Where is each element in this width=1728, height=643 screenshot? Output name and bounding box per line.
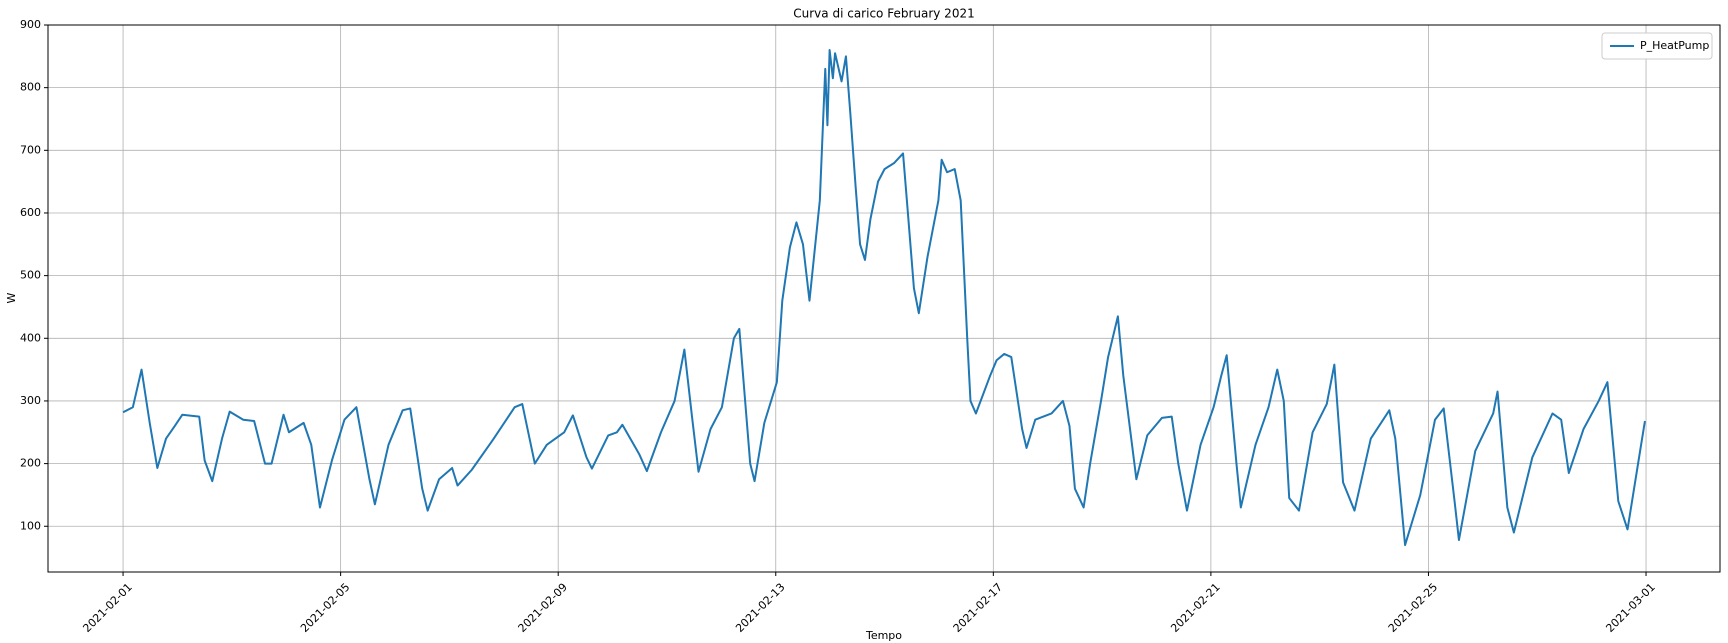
x-tick-label: 2021-02-17 [951,581,1005,635]
y-tick-label: 200 [20,457,41,470]
x-tick-label: 2021-02-13 [733,581,787,635]
x-tick-label: 2021-02-21 [1168,581,1222,635]
legend-box [1601,32,1713,60]
y-tick-label: 100 [20,519,41,532]
x-axis-label: Tempo [865,629,902,642]
y-tick-label: 900 [20,18,41,31]
plot-frame [47,24,1721,573]
x-tick-label: 2021-03-01 [1603,581,1657,635]
y-tick-label: 700 [20,143,41,156]
data-line [122,49,1646,547]
x-tick-label: 2021-02-05 [298,581,352,635]
y-tick-label: 600 [20,206,41,219]
x-tick-label: 2021-02-01 [80,581,134,635]
chart-title: Curva di carico February 2021 [793,7,974,21]
y-tick-label: 400 [20,331,41,344]
x-tick-label: 2021-02-25 [1386,581,1440,635]
legend-label: P_HeatPump [1640,39,1709,52]
y-tick-label: 800 [20,81,41,94]
y-tick-label: 300 [20,394,41,407]
x-tick-label: 2021-02-09 [516,581,570,635]
y-axis-label: W [5,292,18,303]
y-tick-label: 500 [20,269,41,282]
